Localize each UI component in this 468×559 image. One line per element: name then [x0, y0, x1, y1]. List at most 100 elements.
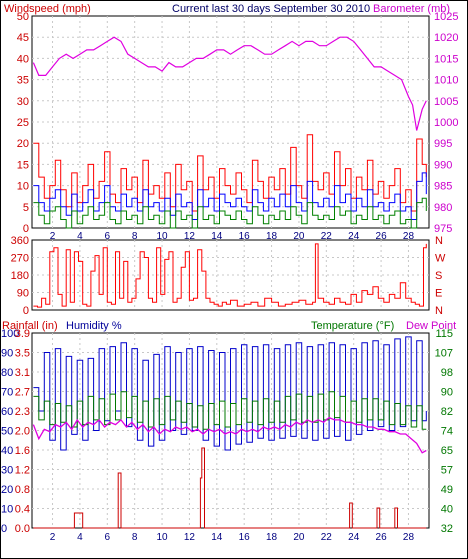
wind-direction-line: [33, 243, 427, 308]
p3-humidity-tick-label: 50: [1, 426, 13, 438]
p1-right-tick-label: 1010: [434, 75, 458, 87]
p1-left-tick-label: 20: [17, 138, 29, 150]
barometer-title: Barometer (mb): [373, 3, 450, 15]
p3-rain-tick-label: 0.4: [15, 504, 30, 516]
p1-left-tick-label: 0: [23, 223, 29, 235]
p3-x-tick-label: 24: [348, 532, 360, 543]
p3-rain-tick-label: 2.3: [15, 406, 30, 418]
p1-left-tick-label: 40: [17, 53, 29, 65]
p3-rain-tick-label: 2.7: [15, 387, 30, 399]
p1-left-tick-label: 15: [17, 159, 29, 171]
p1-right-tick-label: 985: [434, 181, 452, 193]
rainfall-line: [33, 447, 427, 529]
p3-temp-tick-label: 90: [441, 387, 453, 399]
p3-x-tick-label: 18: [266, 532, 278, 543]
p3-temp-tick-label: 32: [441, 523, 453, 535]
p1-x-tick-label: 12: [184, 231, 196, 242]
p3-x-tick-label: 4: [77, 532, 83, 543]
p1-right-tick-label: 1020: [434, 32, 458, 44]
p1-x-tick-label: 24: [348, 231, 360, 242]
p2-right-tick-label: E: [435, 288, 442, 300]
p3-x-tick-label: 28: [403, 532, 415, 543]
p1-left-tick-label: 45: [17, 32, 29, 44]
p3-humidity-tick-label: 0: [1, 523, 7, 535]
p1-right-tick-label: 990: [434, 159, 452, 171]
wind-avg-line: [33, 172, 427, 220]
p1-x-tick-label: 2: [50, 231, 56, 242]
wind-gust-line: [33, 134, 427, 212]
p2-right-tick-label: N: [435, 305, 443, 317]
p1-x-tick-label: 4: [77, 231, 83, 242]
p3-temp-tick-label: 107: [435, 348, 453, 360]
p1-right-tick-label: 995: [434, 138, 452, 150]
p3-rain-tick-label: 0.8: [15, 484, 30, 496]
p3-temp-tick-label: 49: [441, 484, 453, 496]
p3-humidity-tick-label: 100: [1, 328, 19, 340]
chart-main-title: Current last 30 days September 30 2010: [172, 3, 370, 15]
p3-temp-tick-label: 74: [441, 426, 453, 438]
p3-temp-tick-label: 65: [441, 445, 453, 457]
dewpoint-line: [32, 416, 427, 454]
p3-rain-tick-label: 3.9: [15, 328, 30, 340]
p1-left-tick-label: 5: [23, 202, 29, 214]
p2-left-tick-label: 90: [17, 288, 29, 300]
rainfall-axis-title: Rainfall (in): [2, 320, 58, 332]
p3-rain-tick-label: 3.5: [15, 348, 30, 360]
p2-right-tick-label: S: [435, 270, 442, 282]
p1-x-tick-label: 16: [239, 231, 251, 242]
p3-x-tick-label: 12: [184, 532, 196, 543]
p2-left-tick-label: 180: [11, 270, 29, 282]
p3-rain-tick-label: 0.0: [15, 523, 30, 535]
humidity-axis-title: Humidity %: [66, 320, 122, 332]
p1-right-tick-label: 980: [434, 202, 452, 214]
p3-rain-tick-label: 1.6: [15, 445, 30, 457]
barometer-line: [32, 36, 427, 131]
p1-x-tick-label: 20: [293, 231, 305, 242]
p1-x-tick-label: 8: [132, 231, 138, 242]
p1-x-tick-label: 22: [321, 231, 333, 242]
p2-right-tick-label: N: [435, 235, 443, 247]
p2-left-tick-label: 0: [23, 305, 29, 317]
p2-left-tick-label: 270: [11, 253, 29, 265]
p3-temp-tick-label: 98: [441, 367, 453, 379]
p3-humidity-tick-label: 40: [1, 445, 13, 457]
p3-x-tick-label: 2: [50, 532, 56, 543]
p3-temp-tick-label: 115: [435, 328, 453, 340]
p3-humidity-tick-label: 90: [1, 348, 13, 360]
wind-low-line: [33, 197, 427, 229]
p3-x-tick-label: 20: [293, 532, 305, 543]
p1-x-tick-label: 18: [266, 231, 278, 242]
p3-temp-tick-label: 57: [441, 465, 453, 477]
temperature-line: [33, 391, 427, 430]
p3-temp-tick-label: 40: [441, 504, 453, 516]
p1-x-tick-label: 6: [105, 231, 111, 242]
series-layer: [32, 36, 427, 529]
p1-left-tick-label: 30: [17, 96, 29, 108]
p3-humidity-tick-label: 70: [1, 387, 13, 399]
p3-x-tick-label: 26: [376, 532, 388, 543]
p3-rain-tick-label: 1.2: [15, 465, 30, 477]
humidity-line: [33, 336, 427, 451]
p3-x-tick-label: 10: [156, 532, 168, 543]
p2-right-tick-label: W: [435, 253, 446, 265]
p3-rain-tick-label: 2.0: [15, 426, 30, 438]
p3-x-tick-label: 6: [105, 532, 111, 543]
p3-humidity-tick-label: 10: [1, 504, 13, 516]
p3-x-tick-label: 16: [239, 532, 251, 543]
p3-x-tick-label: 14: [211, 532, 223, 543]
p3-humidity-tick-label: 30: [1, 465, 13, 477]
p1-right-tick-label: 1025: [434, 11, 458, 23]
temperature-axis-title: Temperature (°F): [311, 320, 394, 332]
p1-left-tick-label: 50: [17, 11, 29, 23]
p1-right-tick-label: 1015: [434, 53, 458, 65]
windspeed-title: Windspeed (mph): [4, 3, 91, 15]
p3-humidity-tick-label: 20: [1, 484, 13, 496]
p1-left-tick-label: 25: [17, 117, 29, 129]
p3-humidity-tick-label: 80: [1, 367, 13, 379]
p3-temp-tick-label: 82: [441, 406, 453, 418]
p3-humidity-tick-label: 60: [1, 406, 13, 418]
p1-left-tick-label: 10: [17, 181, 29, 193]
